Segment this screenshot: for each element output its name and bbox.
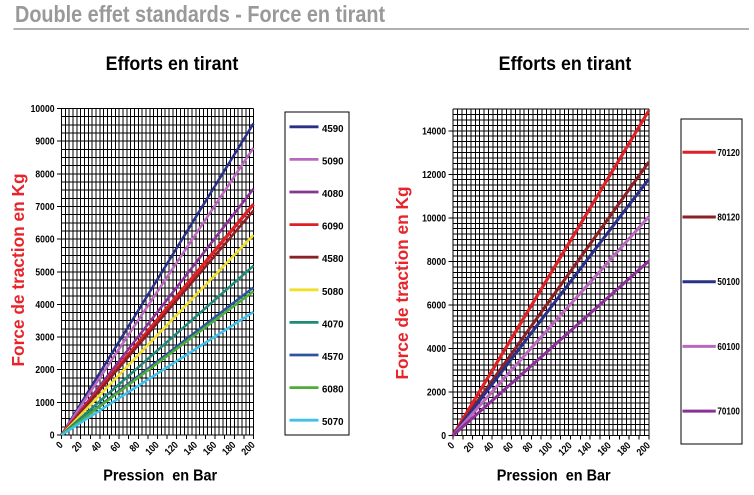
svg-text:6090: 6090 <box>322 221 344 232</box>
svg-text:4570: 4570 <box>322 352 344 363</box>
svg-text:4080: 4080 <box>322 189 344 200</box>
svg-text:14000: 14000 <box>422 126 446 137</box>
svg-text:Double effet standards - Force: Double effet standards - Force en tirant <box>15 2 385 28</box>
svg-text:50100: 50100 <box>717 276 739 287</box>
svg-text:0: 0 <box>446 440 457 451</box>
svg-text:Pression en Bar: Pression en Bar <box>103 467 217 485</box>
svg-text:3000: 3000 <box>35 332 54 343</box>
svg-text:Efforts en tirant: Efforts en tirant <box>499 52 632 74</box>
svg-text:5000: 5000 <box>35 267 54 278</box>
svg-text:5090: 5090 <box>322 156 344 167</box>
svg-text:60100: 60100 <box>717 341 739 352</box>
svg-text:0: 0 <box>50 430 55 441</box>
svg-text:5070: 5070 <box>322 417 344 428</box>
svg-text:4070: 4070 <box>322 319 344 330</box>
svg-text:6000: 6000 <box>427 300 446 311</box>
svg-text:8000: 8000 <box>35 169 54 180</box>
svg-text:4580: 4580 <box>322 254 344 265</box>
svg-text:6080: 6080 <box>322 384 344 395</box>
svg-text:Force de traction en Kg: Force de traction en Kg <box>392 186 412 379</box>
svg-text:80120: 80120 <box>717 212 739 223</box>
svg-text:4000: 4000 <box>35 299 54 310</box>
svg-text:8000: 8000 <box>427 256 446 267</box>
svg-text:10000: 10000 <box>422 213 446 224</box>
svg-text:Efforts en tirant: Efforts en tirant <box>106 52 239 74</box>
svg-text:2000: 2000 <box>427 387 446 398</box>
svg-text:5080: 5080 <box>322 287 344 298</box>
svg-text:70100: 70100 <box>717 406 739 417</box>
svg-text:7000: 7000 <box>35 201 54 212</box>
svg-text:12000: 12000 <box>422 169 446 180</box>
svg-text:4000: 4000 <box>427 343 446 354</box>
svg-text:0: 0 <box>441 430 446 441</box>
svg-text:4590: 4590 <box>322 124 344 135</box>
svg-text:70120: 70120 <box>717 147 739 158</box>
svg-text:0: 0 <box>54 440 65 451</box>
svg-text:Force de traction en Kg: Force de traction en Kg <box>8 173 28 366</box>
svg-text:6000: 6000 <box>35 234 54 245</box>
svg-text:2000: 2000 <box>35 365 54 376</box>
svg-text:1000: 1000 <box>35 397 54 408</box>
svg-text:10000: 10000 <box>31 103 55 114</box>
svg-text:9000: 9000 <box>35 136 54 147</box>
svg-text:Pression en Bar: Pression en Bar <box>497 467 611 485</box>
